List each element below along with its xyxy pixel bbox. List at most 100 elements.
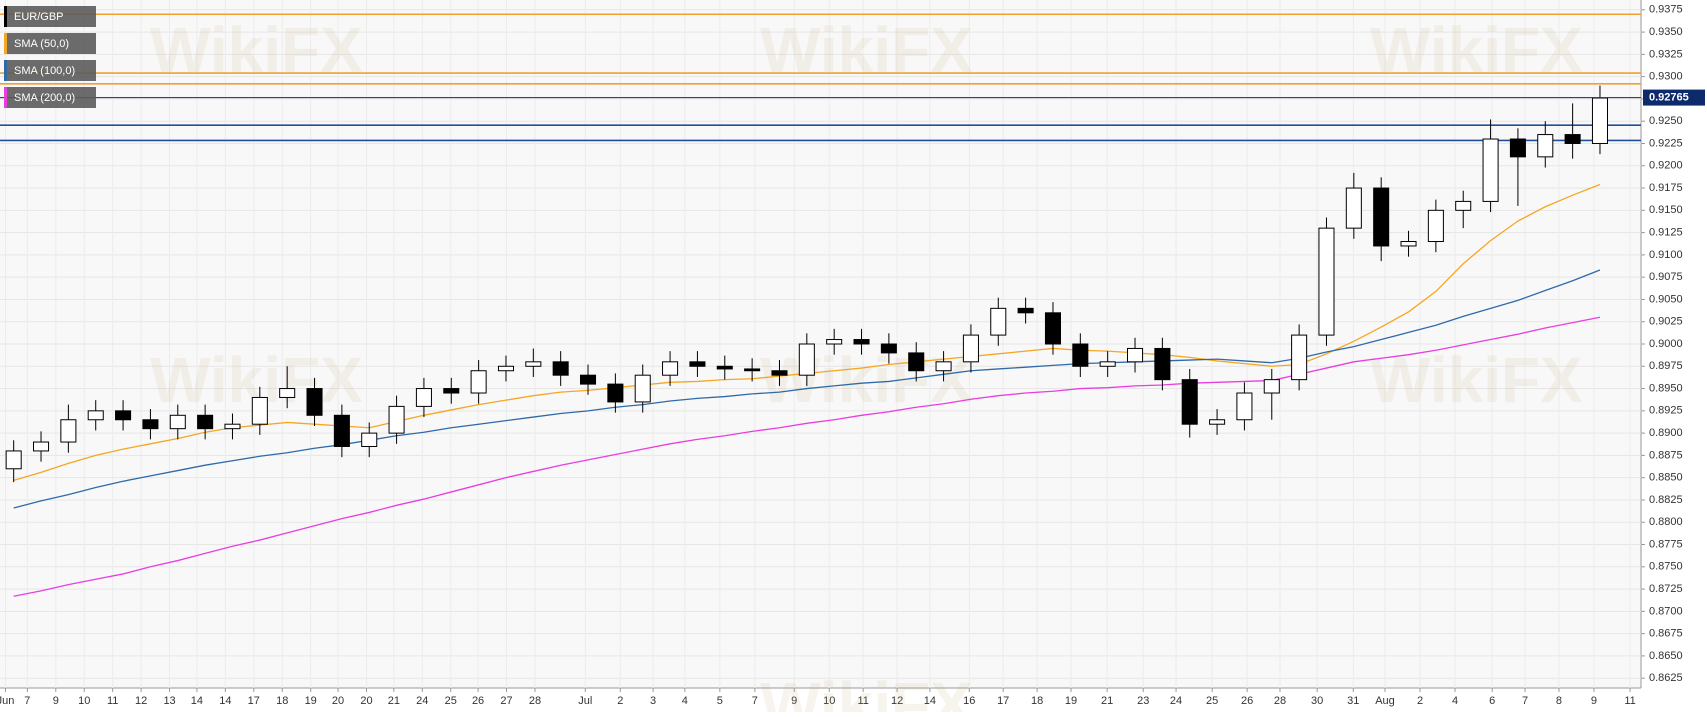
y-tick-label: 0.9200 <box>1649 160 1683 172</box>
x-tick-label: 12 <box>135 695 147 707</box>
legend-swatch <box>4 33 7 54</box>
y-tick-label: 0.8975 <box>1649 360 1683 372</box>
candle-body <box>1181 379 1198 425</box>
candle-body <box>1591 97 1608 144</box>
legend-item: SMA (100,0) <box>4 60 96 81</box>
x-tick-label: 9 <box>791 695 797 707</box>
candle-body <box>33 441 50 452</box>
candle-body <box>1072 343 1089 367</box>
x-tick-label: 24 <box>416 695 428 707</box>
y-tick-label: 0.8900 <box>1649 427 1683 439</box>
x-tick-label: 3 <box>650 695 656 707</box>
y-tick-label: 0.9350 <box>1649 26 1683 38</box>
x-tick-label: 14 <box>219 695 231 707</box>
legend-item: SMA (200,0) <box>4 87 96 108</box>
candle-body <box>1209 419 1226 425</box>
y-tick-label: 0.8725 <box>1649 583 1683 595</box>
x-tick-label: 14 <box>191 695 203 707</box>
sma-line <box>13 316 1601 597</box>
x-tick-label: 19 <box>305 695 317 707</box>
x-tick-label: Jun <box>0 695 14 707</box>
candle-body <box>1236 392 1253 421</box>
x-tick-label: 4 <box>682 695 688 707</box>
candle-body <box>60 419 77 443</box>
candle-body <box>880 343 897 354</box>
y-tick-label: 0.8750 <box>1649 561 1683 573</box>
candle-body <box>1427 209 1444 243</box>
legend-label: SMA (200,0) <box>14 92 75 104</box>
y-tick-label: 0.9075 <box>1649 271 1683 283</box>
x-tick-label: 11 <box>1624 695 1635 707</box>
y-tick-label: 0.9150 <box>1649 204 1683 216</box>
x-tick-label: 7 <box>1522 695 1528 707</box>
legend-item: EUR/GBP <box>4 6 96 27</box>
candle-body <box>1127 347 1144 363</box>
x-tick-label: 20 <box>332 695 344 707</box>
legend-label: EUR/GBP <box>14 11 64 23</box>
candle-body <box>853 339 870 345</box>
x-tick-label: 28 <box>529 695 541 707</box>
candle-body <box>169 414 186 430</box>
candle-body <box>662 361 679 376</box>
candle-body <box>744 368 761 372</box>
x-tick-label: 10 <box>823 695 835 707</box>
x-tick-label: 10 <box>78 695 90 707</box>
candle-body <box>1017 307 1034 314</box>
candle-body <box>607 383 624 403</box>
x-tick-label: 2 <box>1417 695 1423 707</box>
legend-swatch <box>4 60 7 81</box>
y-tick-label: 0.8775 <box>1649 538 1683 550</box>
legend-label: SMA (50,0) <box>14 38 69 50</box>
x-tick-label: 4 <box>1452 695 1458 707</box>
candle-body <box>5 450 22 470</box>
x-tick-label: 27 <box>500 695 512 707</box>
candle-body <box>388 405 405 434</box>
candle-body <box>251 396 268 425</box>
x-tick-label: 26 <box>1241 695 1253 707</box>
last-price-box <box>1643 89 1705 106</box>
x-tick-label: 25 <box>1206 695 1218 707</box>
y-tick-label: 0.9325 <box>1649 48 1683 60</box>
candle-body <box>279 388 296 398</box>
x-tick-label: 18 <box>276 695 288 707</box>
candle-body <box>525 361 542 367</box>
y-tick-label: 0.8925 <box>1649 405 1683 417</box>
x-tick-label: 30 <box>1311 695 1323 707</box>
candle-body <box>990 307 1007 336</box>
candle-body <box>361 432 378 447</box>
y-tick-label: 0.9300 <box>1649 71 1683 83</box>
x-tick-label: 24 <box>1170 695 1182 707</box>
candle-body <box>1455 200 1472 211</box>
x-tick-label: 2 <box>617 695 623 707</box>
watermark: WikiFX <box>150 14 363 86</box>
x-tick-label: 6 <box>1489 695 1495 707</box>
x-tick-label: 28 <box>1274 695 1286 707</box>
candle-body <box>716 365 733 370</box>
candle-body <box>1373 187 1390 247</box>
x-tick-label: 7 <box>752 695 758 707</box>
y-tick-label: 0.8800 <box>1649 516 1683 528</box>
candle-body <box>87 410 104 421</box>
x-tick-label: 12 <box>891 695 903 707</box>
candle-body <box>580 374 597 385</box>
legend-box <box>4 33 96 54</box>
candle-body <box>497 365 514 372</box>
legend-box <box>4 6 96 27</box>
candle-body <box>1509 138 1526 158</box>
legend-swatch <box>4 6 7 27</box>
y-tick-label: 0.9000 <box>1649 338 1683 350</box>
legend-box <box>4 60 96 81</box>
candle-body <box>935 361 952 372</box>
legend-item: SMA (50,0) <box>4 33 96 54</box>
candle-body <box>1263 379 1280 394</box>
x-tick-label: 11 <box>107 695 118 707</box>
candle-body <box>689 361 706 367</box>
x-tick-label: 17 <box>997 695 1009 707</box>
candle-body <box>634 374 651 403</box>
candle-body <box>552 361 569 376</box>
candle-body <box>1318 227 1335 336</box>
candle-body <box>470 370 487 394</box>
candle-body <box>1345 187 1362 229</box>
x-tick-label: Jul <box>578 695 592 707</box>
